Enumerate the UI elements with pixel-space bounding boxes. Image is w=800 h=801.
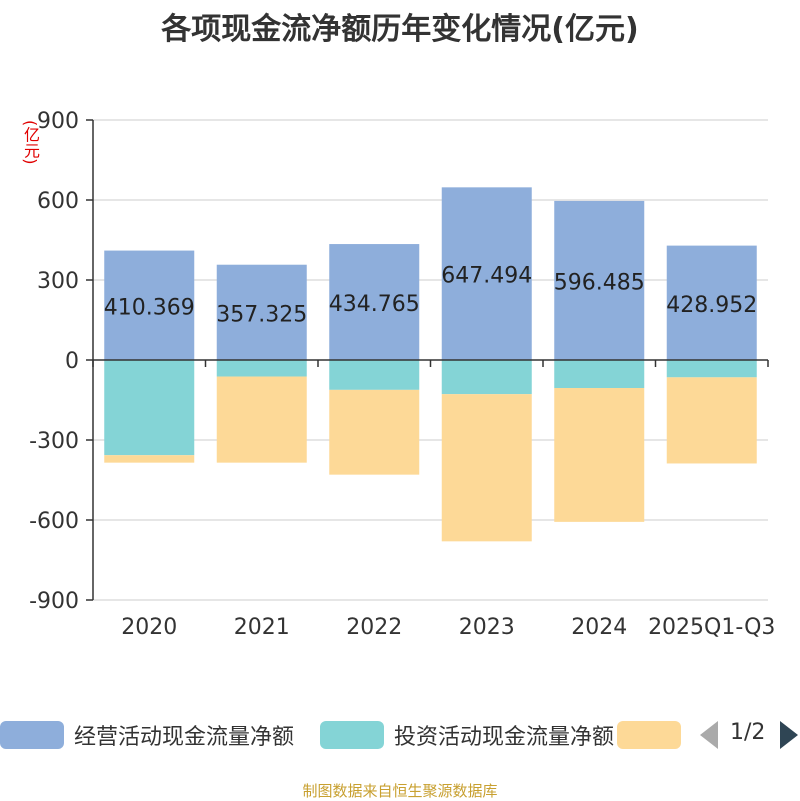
bar-series-0-2020[interactable] — [104, 250, 195, 360]
bar-series-0-2025Q1-Q3[interactable] — [666, 245, 757, 360]
data-label: 647.494 — [441, 264, 532, 289]
bar-series-1-2024[interactable] — [554, 360, 645, 388]
legend-next-page-icon[interactable] — [780, 721, 798, 749]
legend-swatch-investing — [320, 721, 384, 749]
bar-series-2-2023[interactable] — [441, 394, 532, 542]
bar-series-0-2021[interactable] — [216, 264, 307, 360]
bar-series-1-2020[interactable] — [104, 360, 195, 456]
legend-label-operating: 经营活动现金流量净额 — [74, 725, 295, 750]
bar-series-2-2024[interactable] — [554, 388, 645, 522]
legend-swatch-financing — [617, 721, 681, 749]
chart-title: 各项现金流净额历年变化情况(亿元) — [161, 12, 639, 47]
y-axis-unit-label: (亿元) — [21, 120, 40, 165]
legend-item-investing[interactable]: 投资活动现金流量净额 — [320, 715, 614, 755]
y-tick-label: -300 — [29, 429, 79, 454]
data-label: 428.952 — [666, 293, 757, 318]
bar-series-2-2020[interactable] — [104, 455, 195, 463]
axes: 900 600 300 0 -300 -600 -900 2020 2021 2022 2023 20… — [29, 109, 775, 640]
data-label: 410.369 — [104, 295, 195, 320]
bar-series-2-2021[interactable] — [216, 376, 307, 463]
legend-item-financing[interactable] — [617, 715, 691, 755]
x-tick-label: 2020 — [121, 615, 177, 640]
y-tick-label: 900 — [37, 109, 79, 134]
x-tick-label: 2024 — [571, 615, 627, 640]
x-tick-label: 2022 — [346, 615, 402, 640]
data-label: 596.485 — [554, 270, 645, 295]
x-tick-label: 2025Q1-Q3 — [648, 615, 775, 640]
x-tick-label: 2023 — [459, 615, 515, 640]
bar-series-2-2022[interactable] — [329, 389, 420, 475]
bar-chart: 900 600 300 0 -300 -600 -900 2020 2021 2022 2023 20… — [29, 109, 775, 640]
bar-series-1-2023[interactable] — [441, 360, 532, 395]
bar-series-0-2023[interactable] — [441, 187, 532, 360]
legend-pager: 1/2 — [700, 719, 800, 751]
legend-swatch-operating — [0, 721, 64, 749]
bar-series-0-2024[interactable] — [554, 200, 645, 360]
data-source-note: 制图数据来自恒生聚源数据库 — [302, 782, 498, 800]
y-tick-label: 300 — [37, 269, 79, 294]
legend-item-operating[interactable]: 经营活动现金流量净额 — [0, 715, 294, 755]
data-labels: 410.369 357.325 434.765 647.494 596.485 428.9… — [104, 264, 757, 328]
bar-series-0-2022[interactable] — [329, 244, 420, 360]
legend-label-investing: 投资活动现金流量净额 — [394, 725, 615, 750]
bars — [104, 187, 757, 542]
bar-series-2-2025Q1-Q3[interactable] — [666, 377, 757, 464]
y-tick-label: 0 — [65, 349, 79, 374]
bar-series-1-2022[interactable] — [329, 360, 420, 390]
y-tick-label: -600 — [29, 509, 79, 534]
y-tick-label: 600 — [37, 189, 79, 214]
data-label: 357.325 — [216, 302, 307, 327]
y-tick-label: -900 — [29, 589, 79, 614]
legend-page-indicator: 1/2 — [730, 720, 766, 745]
x-tick-label: 2021 — [234, 615, 290, 640]
bar-series-1-2021[interactable] — [216, 360, 307, 377]
legend: 经营活动现金流量净额 投资活动现金流量净额 — [0, 715, 800, 755]
bar-series-1-2025Q1-Q3[interactable] — [666, 360, 757, 378]
data-label: 434.765 — [329, 292, 420, 317]
legend-prev-page-icon[interactable] — [700, 721, 718, 749]
